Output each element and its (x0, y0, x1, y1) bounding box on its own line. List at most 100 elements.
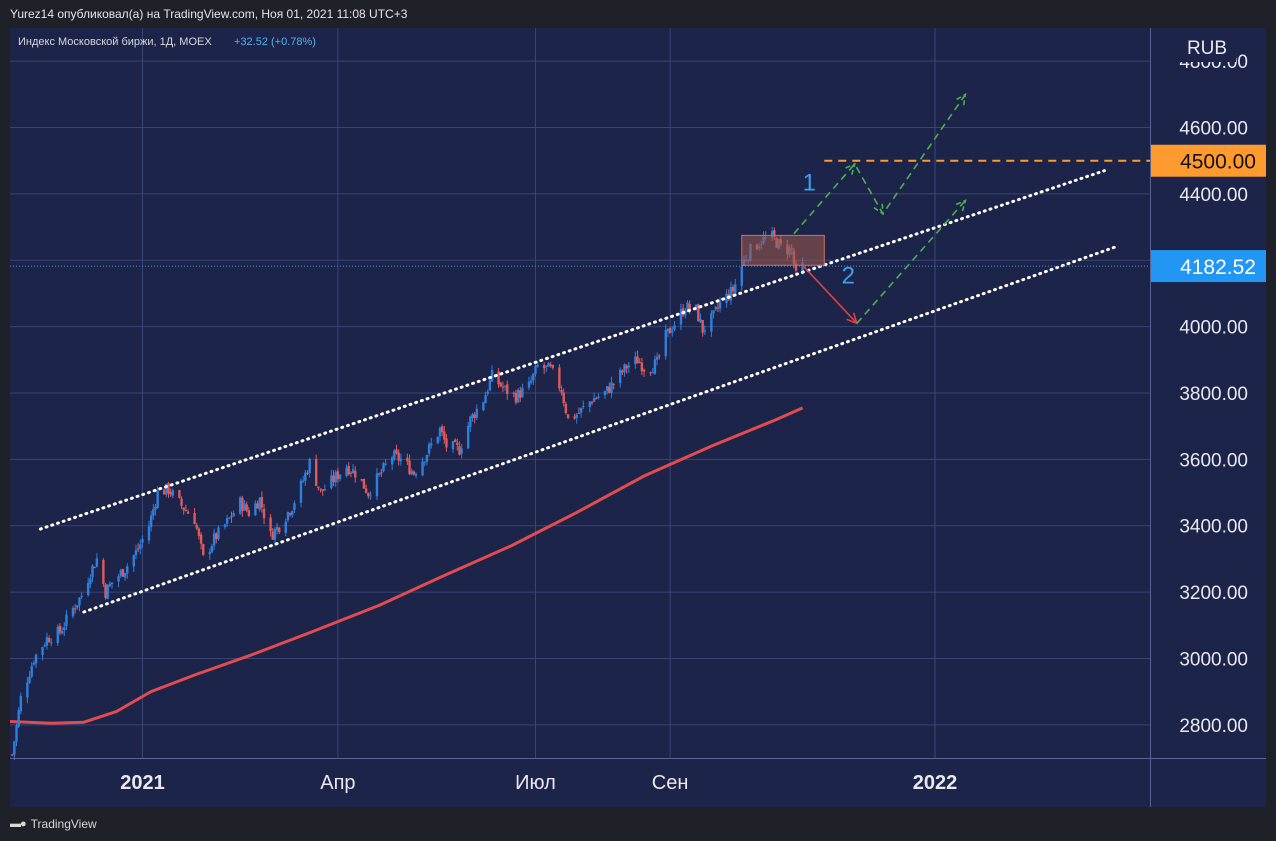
candle-body (397, 452, 400, 461)
candle-body (384, 463, 387, 465)
legend-symbol: Индекс Московской биржи, 1Д, MOEX (18, 36, 212, 48)
candle-body (13, 741, 16, 755)
y-tick-label: 3800.00 (1179, 384, 1248, 405)
y-tick-label: 2800.00 (1179, 716, 1248, 737)
resistance-price-tag (1151, 144, 1266, 177)
candle-body (34, 654, 38, 664)
candle-body (414, 473, 418, 476)
time-axis-background (10, 758, 1266, 807)
publish-line: Yurez14 опубликовал(а) на TradingView.co… (10, 7, 408, 21)
candle-body (258, 497, 261, 510)
candle-body (347, 466, 350, 475)
candle-body (516, 389, 520, 403)
candle-body (41, 647, 44, 656)
candle-body (406, 457, 409, 462)
candle-body (364, 488, 368, 493)
candle-body (423, 461, 426, 463)
scenario-2-up-arrow (856, 199, 966, 324)
candle-body (642, 369, 646, 372)
candle-body (106, 584, 109, 600)
candle-body (65, 614, 68, 627)
candle-body (314, 459, 318, 486)
candle-body (558, 367, 561, 389)
candle-body (212, 533, 216, 546)
candle-body (28, 676, 31, 683)
candle-body (225, 518, 229, 524)
candle-body (228, 517, 231, 519)
candle-body (536, 364, 539, 367)
candle-body (590, 402, 594, 404)
moving-average-line (10, 406, 804, 725)
legend-change: +32.52 (+0.78%) (234, 36, 316, 48)
candle-body (271, 531, 274, 540)
candle-body (223, 524, 227, 528)
candle-body (243, 503, 246, 511)
candle-body (56, 626, 59, 643)
publish-header: Yurez14 опубликовал(а) на TradingView.co… (0, 0, 1276, 28)
candle-body (430, 443, 433, 446)
candle-body (595, 398, 598, 400)
candle-body (621, 370, 624, 373)
candle-body (562, 392, 565, 404)
candle-body (668, 327, 672, 334)
candle-body (197, 528, 201, 536)
candle-body (658, 355, 661, 357)
candle-body (349, 472, 353, 474)
candle-body (486, 391, 489, 394)
candle-body (91, 565, 94, 578)
candle-body (703, 330, 707, 332)
candle-body (50, 642, 53, 644)
candle-body (80, 595, 83, 597)
candle-body (718, 301, 722, 309)
consolidation-box (741, 234, 825, 266)
y-tick-label: 3600.00 (1179, 450, 1248, 471)
candle-body (47, 638, 51, 643)
candle-body (527, 381, 531, 388)
candle-body (443, 431, 446, 440)
candle-body (729, 286, 733, 301)
candle-body (458, 446, 461, 455)
scenario-2-down-arrow (802, 264, 858, 324)
candle-body (332, 475, 335, 482)
scenario-label: 2 (842, 263, 855, 290)
candle-body (247, 510, 251, 516)
candle-body (323, 489, 327, 491)
candle-body (694, 304, 698, 309)
candle-body (460, 448, 463, 454)
candle-body (773, 230, 776, 237)
candle-body (512, 392, 515, 394)
candle-body (288, 513, 292, 515)
candle-body (731, 286, 735, 292)
candle-body (10, 754, 14, 756)
candle-body (149, 515, 153, 527)
candle-body (284, 521, 287, 533)
candle-body (73, 608, 77, 610)
candle-body (319, 488, 322, 490)
price-chart[interactable]: 2800.00 3000.00 3200.00 3400.00 3600.00 3800.… (10, 28, 1266, 807)
candle-body (412, 471, 416, 475)
candle-body (93, 567, 96, 569)
candle-body (304, 472, 307, 481)
candle-body (679, 309, 683, 325)
candle-body (123, 573, 127, 578)
candle-body (139, 544, 142, 549)
candle-body (801, 262, 804, 273)
candle-body (178, 490, 181, 498)
candle-body (534, 365, 537, 375)
tradingview-logo[interactable]: ▬● TradingView (10, 817, 97, 831)
candle-body (102, 559, 105, 584)
channel-upper-line (38, 169, 1106, 531)
candle-body (655, 356, 659, 360)
currency-label: RUB (1187, 38, 1227, 59)
candle-body (575, 414, 578, 418)
candle-body (254, 503, 257, 516)
candle-body (256, 503, 259, 509)
candle-body (360, 479, 363, 481)
candle-body (671, 331, 674, 333)
candle-body (582, 406, 585, 408)
candle-body (260, 497, 264, 508)
candle-body (362, 478, 366, 489)
candle-body (199, 534, 203, 544)
candle-body (564, 403, 568, 414)
candle-body (551, 365, 555, 368)
